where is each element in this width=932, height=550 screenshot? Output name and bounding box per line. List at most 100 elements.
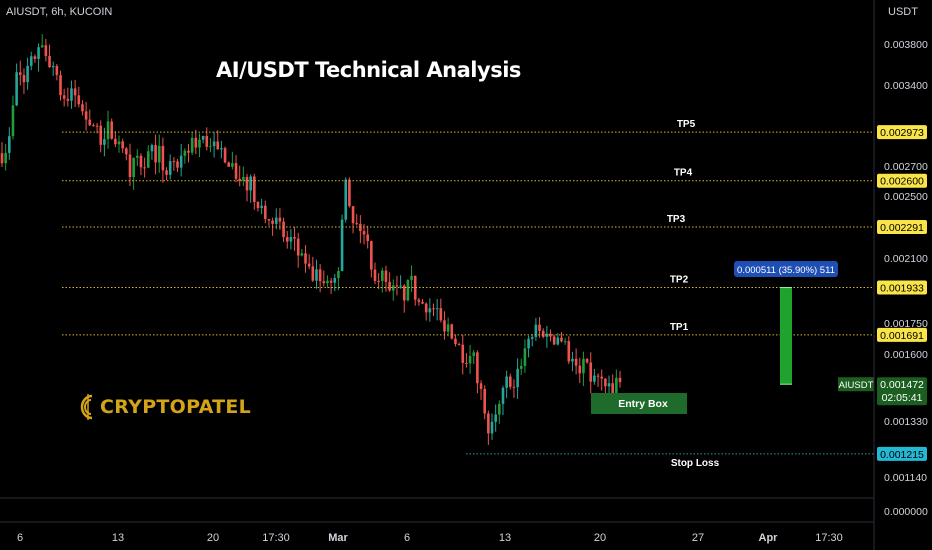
candle-body: [274, 217, 278, 224]
time-tick-label: 13: [499, 532, 511, 544]
target-label: TP3: [667, 214, 686, 225]
candle-body: [73, 88, 77, 96]
candle: [55, 64, 59, 81]
candle-body: [329, 280, 333, 283]
candle: [454, 334, 457, 347]
candle: [245, 173, 249, 202]
candle-body: [172, 161, 176, 163]
candle-body: [490, 421, 494, 434]
candle-body: [231, 163, 234, 167]
candle: [541, 328, 545, 339]
candle: [556, 333, 560, 346]
overlays-layer: Entry Box 0.000511 (35.90%) 511 AIUSDT 0.00…: [591, 261, 927, 414]
candle-body: [582, 358, 585, 374]
candle: [238, 165, 241, 187]
candle-body: [15, 72, 18, 106]
candle-body: [187, 150, 190, 153]
time-tick-label: Mar: [328, 532, 348, 544]
candle-body: [391, 285, 395, 291]
candle-body: [110, 121, 114, 139]
candle-body: [574, 358, 578, 366]
candle: [560, 332, 563, 343]
candle-body: [413, 275, 417, 300]
candle-body: [563, 341, 567, 343]
candle: [585, 358, 589, 364]
candle: [62, 88, 66, 107]
candle-body: [194, 137, 198, 148]
candle-body: [168, 161, 172, 175]
price-tick-label: 0.002100: [884, 253, 928, 265]
candle: [351, 205, 355, 234]
candle-body: [417, 299, 421, 302]
candle: [322, 270, 326, 287]
candle: [231, 151, 234, 170]
candle: [172, 157, 176, 171]
candle: [253, 173, 256, 210]
candle-body: [26, 65, 29, 83]
candle: [293, 226, 296, 251]
price-tick-label: 0.001600: [884, 349, 928, 361]
candle-body: [549, 333, 552, 337]
candle-body: [406, 279, 410, 301]
candle-body: [146, 151, 150, 168]
candle-body: [366, 234, 369, 242]
candle: [443, 311, 446, 340]
candle-body: [220, 148, 223, 150]
candle: [33, 54, 37, 63]
candle: [395, 275, 399, 296]
candle: [519, 358, 523, 375]
candle-body: [0, 153, 4, 164]
candle: [132, 157, 135, 190]
candle-body: [428, 308, 432, 313]
candle: [479, 380, 483, 400]
candle-body: [373, 269, 377, 281]
candle: [487, 410, 490, 445]
candle: [121, 138, 124, 153]
candle: [388, 272, 391, 292]
candle: [494, 404, 497, 432]
time-tick-label: 20: [594, 532, 606, 544]
candle: [125, 146, 128, 161]
candle-body: [443, 320, 446, 332]
candle: [4, 143, 7, 171]
candle: [618, 370, 622, 388]
candle: [256, 201, 260, 212]
candle-body: [615, 377, 618, 395]
candle: [139, 153, 143, 176]
candle-body: [578, 365, 582, 374]
candle-body: [402, 285, 406, 301]
candle: [154, 134, 157, 175]
candle-body: [370, 241, 373, 270]
candle-body: [128, 154, 132, 178]
candle: [530, 333, 534, 347]
candle-body: [512, 386, 516, 388]
candle-body: [95, 125, 99, 127]
candle: [157, 134, 161, 173]
candle: [512, 379, 516, 398]
candle: [432, 303, 435, 317]
candle-body: [4, 152, 7, 164]
candle: [348, 177, 351, 208]
candle: [223, 146, 227, 164]
candle-body: [604, 378, 607, 387]
candle-body: [519, 365, 523, 369]
candle: [40, 34, 44, 48]
candle-body: [209, 146, 212, 148]
candle-body: [589, 362, 593, 382]
candle: [370, 240, 373, 278]
time-axis[interactable]: 6 13 20 17:30 Mar 6 13 20 27 Apr 17:30: [17, 532, 843, 544]
candle: [11, 95, 15, 140]
candle: [318, 264, 322, 293]
candle-body: [271, 220, 274, 224]
candle-body: [253, 176, 256, 203]
entry-box-label: Entry Box: [618, 398, 668, 410]
candle: [143, 157, 146, 178]
price-tick-label: 0.003800: [884, 39, 928, 51]
candle: [563, 337, 567, 345]
measure-label: 0.000511 (35.90%) 511: [737, 265, 835, 276]
candle-body: [278, 217, 282, 222]
candle-body: [527, 338, 530, 349]
candle: [424, 302, 428, 321]
